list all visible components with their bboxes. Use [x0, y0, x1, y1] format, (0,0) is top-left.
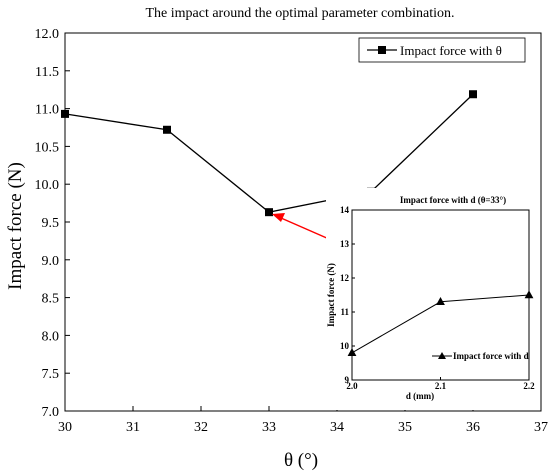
main-x-tick-label: 32	[194, 420, 208, 435]
inset-x-tick-label: 2.2	[523, 381, 535, 391]
main-y-tick-label: 11.5	[35, 65, 59, 80]
inset-x-axis-label: d (mm)	[406, 391, 434, 401]
main-tick-labels: 30 31 32 33 34 35 36 37 7.0 7.5 8.0 8.5 9.0 9.5 10.0 10…	[35, 27, 549, 435]
inset-x-tick-label: 2.0	[346, 381, 358, 391]
inset-y-tick-label: 14	[340, 205, 350, 215]
inset-legend-marker	[438, 352, 446, 359]
main-legend-marker	[378, 46, 386, 54]
inset-background	[326, 188, 536, 410]
inset-y-tick-label: 12	[340, 273, 350, 283]
main-y-tick-label: 7.5	[42, 367, 60, 382]
inset-tick-labels: 2.0 2.1 2.2 9 10 11 12 13 14	[340, 205, 535, 391]
main-x-tick-label: 35	[398, 420, 412, 435]
main-axis-ticks	[64, 32, 542, 412]
main-x-tick-label: 36	[466, 420, 480, 435]
main-legend-label: Impact force with θ	[400, 43, 502, 58]
main-y-tick-label: 9.0	[42, 254, 60, 269]
y-axis-label: Impact force (N)	[5, 162, 26, 290]
main-y-tick-label: 11.0	[35, 103, 59, 118]
inset-axis-ticks	[351, 209, 530, 381]
inset-y-tick-label: 13	[340, 239, 350, 249]
main-data-point	[61, 109, 69, 118]
main-x-tick-label: 31	[126, 420, 140, 435]
main-y-tick-label: 12.0	[35, 27, 60, 42]
inset-chart: Impact force with d (θ=33°) Impact force…	[326, 188, 536, 410]
inset-y-tick-label: 11	[340, 307, 349, 317]
main-legend: Impact force with θ	[358, 37, 526, 63]
main-y-tick-label: 8.5	[42, 292, 60, 307]
inset-data-point	[436, 297, 445, 305]
main-x-tick-label: 33	[262, 420, 276, 435]
main-y-tick-label: 9.5	[42, 216, 60, 231]
inset-x-tick-label: 2.1	[435, 381, 447, 391]
main-y-tick-label: 8.0	[42, 329, 60, 344]
main-x-tick-label: 30	[58, 420, 72, 435]
arrow-shaft	[280, 217, 330, 240]
inset-data-point	[524, 290, 534, 299]
inset-series	[347, 290, 534, 356]
chart-title: The impact around the optimal parameter …	[145, 6, 454, 21]
x-axis-label: θ (°)	[284, 450, 318, 471]
annotation-arrow	[272, 213, 330, 240]
inset-y-axis-label: Impact force (N)	[326, 263, 336, 327]
inset-data-point	[347, 348, 357, 356]
main-y-tick-label: 10.5	[35, 140, 60, 155]
main-x-tick-label: 34	[330, 420, 344, 435]
inset-y-tick-label: 10	[340, 341, 350, 351]
main-data-point	[265, 208, 273, 217]
inset-legend: Impact force with d	[432, 351, 529, 361]
inset-y-tick-label: 9	[345, 375, 350, 385]
inset-legend-label: Impact force with d	[453, 351, 529, 361]
main-x-tick-label: 37	[534, 420, 548, 435]
main-y-tick-label: 10.0	[35, 178, 60, 193]
inset-title: Impact force with d (θ=33°)	[400, 195, 506, 205]
main-data-point	[163, 125, 171, 134]
main-y-tick-label: 7.0	[42, 405, 60, 420]
main-data-point	[469, 90, 477, 99]
arrow-head	[272, 213, 285, 222]
